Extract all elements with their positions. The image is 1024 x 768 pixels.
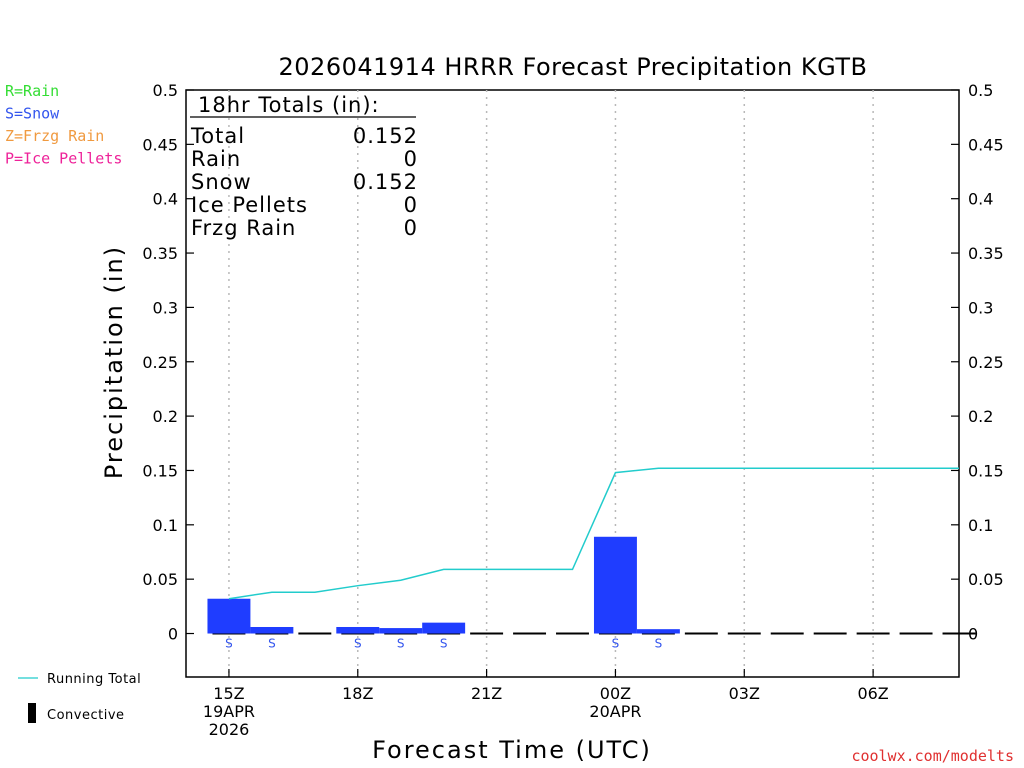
- y-tick-label: 0.3: [153, 298, 178, 317]
- ptype-marker: S: [612, 637, 620, 651]
- y-tick-label-right: 0.5: [968, 81, 993, 100]
- x-tick-label: 06Z: [857, 684, 888, 703]
- ptype-legend-item: S=Snow: [5, 105, 60, 123]
- convective-legend-swatch: [28, 703, 36, 723]
- y-tick-label: 0.15: [142, 461, 178, 480]
- credit-text: coolwx.com/modelts: [851, 747, 1014, 765]
- convective-legend-label: Convective: [47, 708, 125, 723]
- ptype-legend-item: P=Ice Pellets: [5, 150, 122, 168]
- ptype-marker: S: [268, 637, 276, 651]
- precip-bar: [207, 598, 251, 634]
- y-tick-label: 0.05: [142, 570, 178, 589]
- y-tick-label: 0.1: [153, 516, 178, 535]
- totals-box: 18hr Totals (in): Total 0.152 Rain 0 Snow 0.15…: [190, 93, 418, 240]
- y-tick-label-right: 0.25: [968, 353, 1004, 372]
- y-tick-label-right: 0.45: [968, 135, 1004, 154]
- y-tick-label-right: 0.4: [968, 190, 993, 209]
- precip-bar: [593, 536, 637, 634]
- plot-frame: [185, 89, 960, 678]
- totals-row-value: 0.152: [353, 170, 418, 194]
- x-tick-label: 15Z: [213, 684, 244, 703]
- y-axis-label: Precipitation (in): [100, 245, 128, 479]
- totals-row-value: 0: [404, 193, 418, 217]
- ptype-marker: S: [440, 637, 448, 651]
- totals-row-value: 0.152: [353, 124, 418, 148]
- x-tick-label: 21Z: [471, 684, 502, 703]
- y-tick-label-right: 0.05: [968, 570, 1004, 589]
- x-tick-label: 20APR: [589, 702, 641, 721]
- y-axis-ticks: 0 00.05 0.050.1 0.10.15 0.150.2 0.20.25 0.250.…: [142, 81, 1003, 644]
- x-axis-label: Forecast Time (UTC): [372, 736, 652, 764]
- x-tick-label: 18Z: [342, 684, 373, 703]
- totals-row-label: Frzg Rain: [191, 216, 296, 240]
- totals-heading: 18hr Totals (in):: [198, 93, 380, 117]
- grid-lines: [228, 90, 874, 677]
- totals-row-label: Total: [190, 124, 245, 148]
- y-tick-label: 0: [168, 625, 178, 644]
- ptype-marker: S: [655, 637, 663, 651]
- ptype-legend-item: Z=Frzg Rain: [5, 127, 104, 145]
- y-tick-label: 0.35: [142, 244, 178, 263]
- ptype-legend-item: R=Rain: [5, 82, 59, 100]
- y-tick-label: 0.5: [153, 81, 178, 100]
- running-total-line: [228, 467, 959, 600]
- totals-row-value: 0: [404, 147, 418, 171]
- y-tick-label-right: 0.15: [968, 461, 1004, 480]
- series-legend: Running Total Convective: [18, 672, 141, 723]
- y-tick-label-right: 0.3: [968, 298, 993, 317]
- chart-title: 2026041914 HRRR Forecast Precipitation K…: [279, 53, 868, 81]
- y-tick-label: 0.25: [142, 353, 178, 372]
- precip-bar: [379, 628, 423, 634]
- y-tick-label-right: 0.1: [968, 516, 993, 535]
- y-tick-label-right: 0.2: [968, 407, 993, 426]
- totals-row-value: 0: [404, 216, 418, 240]
- y-tick-label-right: 0: [968, 625, 978, 644]
- precip-bar: [636, 629, 680, 634]
- totals-row-label: Snow: [191, 170, 252, 194]
- running-total-legend-label: Running Total: [47, 672, 141, 687]
- y-tick-label-right: 0.35: [968, 244, 1004, 263]
- precip-bars: [207, 536, 976, 635]
- ptype-marker: S: [225, 637, 233, 651]
- x-tick-label: 00Z: [600, 684, 631, 703]
- y-tick-label: 0.2: [153, 407, 178, 426]
- totals-row-label: Ice Pellets: [191, 193, 308, 217]
- ptype-marker: S: [354, 637, 362, 651]
- x-tick-label: 2026: [209, 720, 250, 739]
- x-tick-label: 19APR: [203, 702, 255, 721]
- ptype-marker: S: [397, 637, 405, 651]
- x-tick-label: 03Z: [729, 684, 760, 703]
- precip-bar: [336, 626, 380, 634]
- precip-bar: [250, 626, 294, 634]
- running-total-layer: [228, 467, 959, 600]
- precip-bar: [422, 622, 466, 634]
- y-tick-label: 0.45: [142, 135, 178, 154]
- ptype-legend: R=Rain S=Snow Z=Frzg Rain P=Ice Pellets: [5, 82, 122, 168]
- y-tick-label: 0.4: [153, 190, 178, 209]
- totals-row-label: Rain: [191, 147, 241, 171]
